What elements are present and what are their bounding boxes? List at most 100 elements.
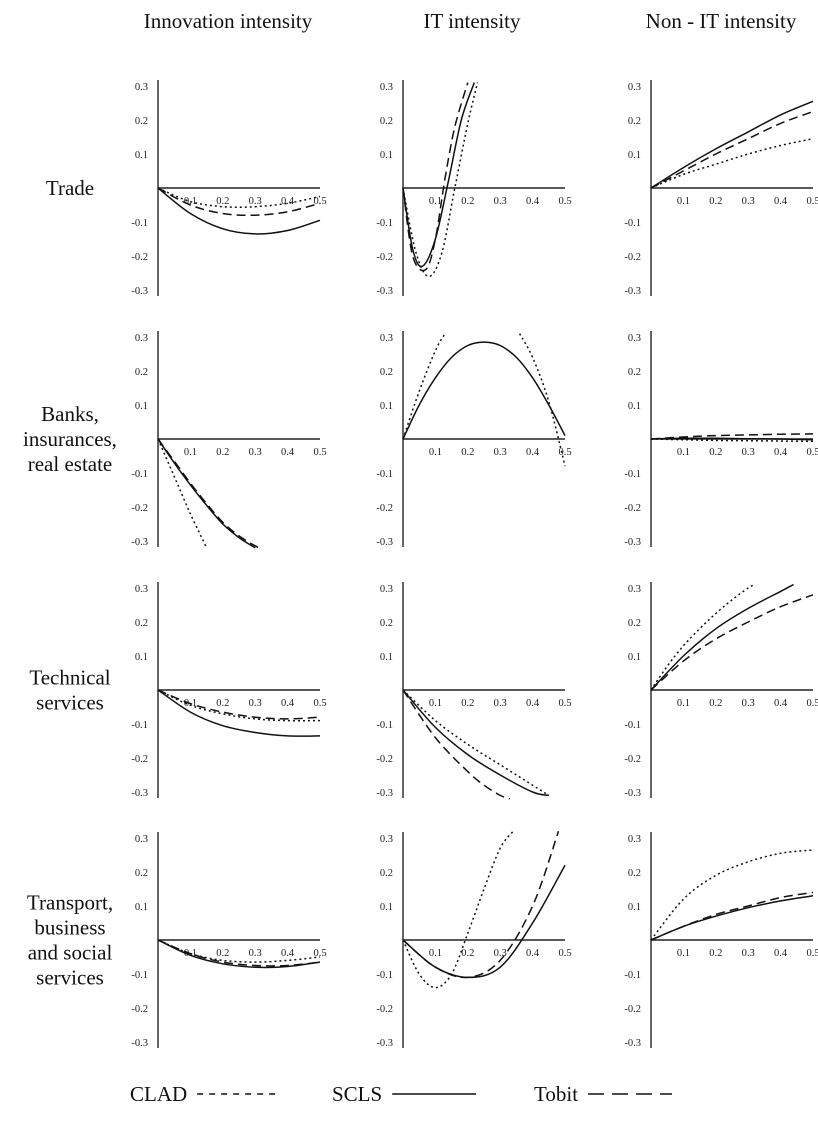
series-clad-line (402, 830, 514, 989)
panel-technical-services-it-intensity: 0.3 0.2 0.1 -0.1 -0.2 -0.3 0.1 0.2 0.3 0.4 0.5 (376, 582, 572, 800)
series-scls-line (650, 100, 814, 189)
y-tick-label: -0.2 (131, 1004, 148, 1015)
x-tick-label: 0.2 (709, 698, 722, 709)
y-tick-label: -0.2 (376, 252, 393, 263)
series-clad-line (157, 187, 321, 208)
y-tick-label: -0.2 (131, 503, 148, 514)
panel-transport-business-and-social-services-it-intensity: 0.3 0.2 0.1 -0.1 -0.2 -0.3 0.1 0.2 0.3 0.4 0.5 (376, 830, 572, 1049)
x-tick-label: 0.4 (526, 948, 540, 959)
y-tick-label: 0.1 (135, 902, 148, 913)
x-tick-label: 0.3 (742, 196, 755, 207)
x-tick-label: 0.1 (429, 447, 442, 458)
y-tick-label: 0.3 (380, 834, 393, 845)
y-tick-label: -0.3 (624, 537, 641, 548)
y-tick-label: 0.3 (135, 82, 148, 93)
y-tick-label: 0.2 (628, 868, 641, 879)
x-tick-label: 0.5 (313, 447, 326, 458)
x-tick-label: 0.2 (461, 948, 474, 959)
column-header-it: IT intensity (423, 9, 521, 33)
y-tick-label: 0.1 (628, 652, 641, 663)
panel-technical-services-non-it-intensity: 0.3 0.2 0.1 -0.1 -0.2 -0.3 0.1 0.2 0.3 0.4 0.5 (624, 582, 818, 799)
y-tick-label: 0.2 (628, 116, 641, 127)
y-tick-label: 0.2 (628, 367, 641, 378)
x-tick-label: 0.3 (249, 948, 262, 959)
x-tick-label: 0.2 (461, 196, 474, 207)
x-tick-label: 0.5 (558, 698, 571, 709)
series-clad-line (650, 583, 756, 691)
series-clad-line (402, 333, 446, 440)
panel-technical-services-innovation-intensity: 0.30.20.1-0.1-0.2-0.30.1 0.2 0.3 0.4 0.5 (131, 582, 327, 799)
y-tick-label: -0.2 (376, 503, 393, 514)
x-tick-label: 0.3 (742, 447, 755, 458)
x-tick-label: 0.3 (742, 948, 755, 959)
y-tick-label: 0.1 (628, 902, 641, 913)
panel-trade-innovation-intensity: 0.30.20.1-0.1-0.2-0.30.1 0.2 0.3 0.4 0.5 (131, 80, 327, 297)
x-tick-label: 0.2 (709, 447, 722, 458)
y-tick-label: -0.2 (131, 252, 148, 263)
series-scls-line (157, 689, 321, 737)
x-tick-label: 0.2 (709, 196, 722, 207)
row-label-3-line-3: services (36, 966, 104, 990)
y-tick-label: 0.3 (380, 82, 393, 93)
panel-transport-business-and-social-services-non-it-intensity: 0.3 0.2 0.1 -0.1 -0.2 -0.3 0.1 0.2 0.3 0.4 0.5 (624, 832, 818, 1049)
x-tick-label: 0.4 (281, 447, 295, 458)
y-tick-label: 0.3 (135, 333, 148, 344)
y-tick-label: 0.1 (135, 401, 148, 412)
y-tick-label: 0.3 (628, 584, 641, 595)
row-label-1-line-2: real estate (28, 452, 113, 476)
series-scls-line (650, 895, 814, 941)
y-tick-label: -0.1 (131, 720, 148, 731)
y-tick-label: 0.2 (135, 868, 148, 879)
column-header-non-it: Non - IT intensity (646, 9, 797, 33)
row-label-2-line-1: services (36, 691, 104, 715)
x-tick-label: 0.5 (806, 447, 818, 458)
y-tick-label: -0.2 (376, 754, 393, 765)
x-tick-label: 0.2 (709, 948, 722, 959)
row-labels: Trade Banks,insurances,real estate Technic… (23, 176, 117, 990)
row-label-3-line-2: and social (28, 941, 113, 965)
series-scls-line (650, 583, 794, 691)
y-tick-label: 0.1 (135, 150, 148, 161)
x-tick-label: 0.3 (494, 948, 507, 959)
x-tick-label: 0.1 (429, 698, 442, 709)
x-tick-label: 0.5 (806, 196, 818, 207)
series-clad-line (650, 849, 814, 941)
y-tick-label: 0.1 (380, 401, 393, 412)
y-tick-label: -0.2 (624, 252, 641, 263)
x-tick-label: 0.4 (281, 948, 295, 959)
series-tobit-line (650, 433, 814, 440)
panel-banks-insurances-real-estate-innovation-intensity: 0.3 0.2 0.1 -0.1 -0.2 -0.3 0.1 0.2 0.3 0.4 0.5 (131, 331, 327, 549)
x-tick-label: 0.1 (677, 948, 690, 959)
y-tick-label: 0.2 (380, 367, 393, 378)
panel-transport-business-and-social-services-innovation-intensity: 0.30.20.1-0.1-0.2-0.30.1 0.2 0.3 0.4 0.5 (131, 832, 327, 1049)
y-tick-label: -0.1 (376, 970, 393, 981)
y-tick-label: -0.2 (624, 754, 641, 765)
series-clad-line (650, 438, 814, 443)
series-tobit-line (650, 891, 814, 941)
x-tick-label: 0.4 (526, 447, 540, 458)
x-tick-label: 0.4 (281, 196, 295, 207)
y-tick-label: 0.1 (380, 652, 393, 663)
panel-trade-it-intensity: 0.3 0.2 0.1 -0.1 -0.2 -0.3 0.1 0.2 0.3 0.4 0.5 (376, 80, 572, 297)
y-tick-label: 0.1 (380, 150, 393, 161)
y-tick-label: -0.2 (624, 503, 641, 514)
y-tick-label: 0.2 (380, 618, 393, 629)
x-tick-label: 0.1 (429, 948, 442, 959)
y-tick-label: 0.2 (628, 618, 641, 629)
y-tick-label: 0.3 (135, 834, 148, 845)
x-tick-label: 0.5 (558, 447, 571, 458)
x-tick-label: 0.3 (494, 447, 507, 458)
y-tick-label: 0.1 (628, 150, 641, 161)
y-tick-label: -0.3 (624, 1038, 641, 1049)
y-tick-label: -0.1 (376, 218, 393, 229)
y-tick-label: -0.1 (376, 720, 393, 731)
y-tick-label: 0.3 (628, 333, 641, 344)
y-tick-label: 0.1 (628, 401, 641, 412)
series-tobit-line (157, 187, 321, 217)
series-clad-line (518, 333, 566, 467)
series-scls-line (650, 437, 814, 441)
series-clad-line (157, 689, 321, 722)
y-tick-label: 0.3 (135, 584, 148, 595)
x-tick-label: 0.5 (806, 948, 818, 959)
y-tick-label: -0.1 (624, 970, 641, 981)
